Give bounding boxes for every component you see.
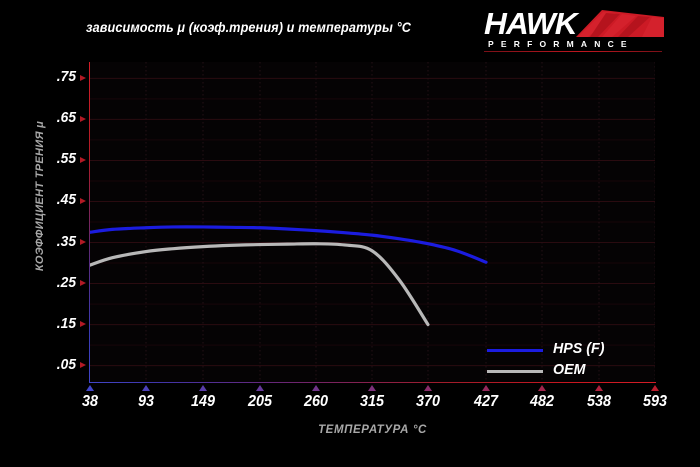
hawk-performance-logo: HAWK PERFORMANCE: [484, 8, 664, 52]
x-tick-arrow-icon: [141, 385, 150, 391]
y-tick-label: .65: [56, 109, 76, 127]
x-tick-arrow-icon: [312, 385, 320, 391]
x-tick-label: 538: [586, 393, 612, 410]
legend-color-swatch: [487, 370, 543, 373]
x-tick-label: 93: [137, 393, 154, 410]
y-tick-arrow-icon: [80, 197, 86, 204]
legend-item-hps-f[interactable]: HPS (F): [487, 340, 647, 361]
y-tick-label: .15: [56, 314, 76, 332]
legend-color-swatch: [487, 349, 543, 352]
logo-tagline: PERFORMANCE: [488, 39, 634, 49]
y-tick-arrow-icon: [80, 280, 86, 287]
x-tick-label: 149: [190, 393, 216, 410]
x-tick-label: 482: [529, 393, 555, 410]
y-tick-label: .05: [56, 355, 76, 373]
legend-label: OEM: [553, 361, 586, 378]
logo-brand-text: HAWK: [484, 6, 578, 41]
x-tick-label: 38: [81, 393, 99, 410]
x-tick-arrow-icon: [86, 385, 94, 391]
x-tick-arrow-icon: [651, 385, 659, 391]
y-tick-label: .55: [56, 150, 76, 168]
y-tick-label: .35: [56, 232, 76, 250]
x-axis-line: [89, 382, 656, 384]
y-tick-label: .45: [56, 191, 76, 209]
y-tick-label: .75: [56, 68, 76, 86]
chart-gridlines: [90, 62, 655, 382]
y-axis-line: [89, 62, 91, 383]
x-tick-label: 260: [303, 393, 329, 410]
x-tick-arrow-icon: [595, 385, 603, 391]
x-tick-label: 315: [359, 393, 384, 410]
x-tick-arrow-icon: [199, 385, 207, 391]
x-tick-label: 205: [247, 393, 273, 410]
y-tick-arrow-icon: [80, 115, 86, 122]
plot-area: [90, 62, 655, 382]
x-tick-arrow-icon: [423, 385, 432, 391]
y-tick-arrow-icon: [80, 362, 86, 369]
logo-underline: [484, 51, 662, 52]
x-tick-arrow-icon: [538, 385, 546, 391]
x-tick-label: 427: [473, 393, 499, 410]
y-tick-arrow-icon: [80, 321, 86, 328]
x-tick-arrow-icon: [256, 385, 264, 391]
legend-item-oem[interactable]: OEM: [487, 361, 647, 382]
x-tick-label: 370: [415, 393, 440, 410]
chart-series-lines: [90, 225, 488, 327]
x-axis-title: ТЕМПЕРАТУРА °C: [318, 424, 427, 436]
x-tick-arrow-icon: [367, 385, 376, 391]
chart-legend: HPS (F) OEM: [487, 340, 647, 382]
x-tick-arrow-icon: [482, 385, 490, 391]
y-tick-arrow-icon: [80, 239, 86, 245]
x-tick-label: 593: [642, 393, 668, 410]
y-axis-title: КОЭФФИЦИЕНТ ТРЕНИЯ μ: [34, 120, 46, 272]
y-tick-arrow-icon: [80, 74, 86, 81]
legend-label: HPS (F): [553, 340, 605, 357]
swoosh-icon: [576, 10, 664, 38]
y-tick-arrow-icon: [80, 156, 86, 163]
page-title: зависимость μ (коэф.трения) и температур…: [86, 20, 412, 35]
y-tick-label: .25: [56, 273, 76, 291]
